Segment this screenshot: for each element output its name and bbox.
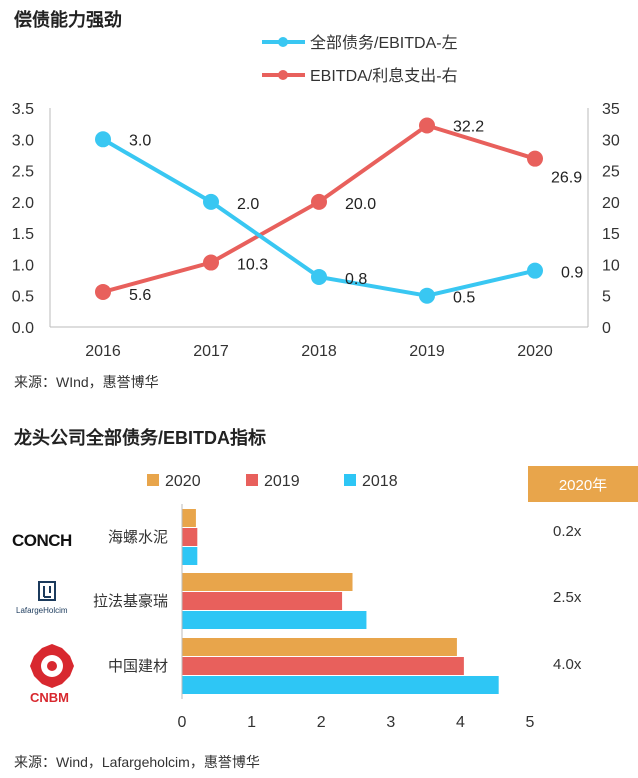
bar-chart-title: 龙头公司全部债务/EBITDA指标 <box>14 428 266 448</box>
bar-2018 <box>182 547 198 565</box>
x-tick-label: 2018 <box>301 343 337 360</box>
bar-2018 <box>182 676 499 694</box>
bar-2020 <box>182 638 457 656</box>
bar-chart: 2020 2019 2018 海螺水泥 0.2x 拉法基豪瑞 2.5x 中国建材 4.0x 0 1 2… <box>93 473 582 731</box>
left-tick-label: 0.5 <box>12 289 34 306</box>
legend-swatch-2018 <box>344 474 356 486</box>
data-point-interest <box>203 254 219 271</box>
value-label-2020: 0.2x <box>553 523 582 540</box>
right-tick-label: 25 <box>602 164 620 181</box>
right-tick-label: 15 <box>602 226 620 243</box>
data-point-interest <box>311 193 327 210</box>
right-tick-label: 35 <box>602 101 620 118</box>
bar-2019 <box>182 657 464 675</box>
data-label-interest: 26.9 <box>551 170 582 187</box>
category-label: 海螺水泥 <box>108 529 168 546</box>
data-point-interest <box>95 283 111 300</box>
year-badge: 2020年 <box>528 466 638 502</box>
legend-swatch-2020 <box>147 474 159 486</box>
bar-2019 <box>182 528 198 546</box>
lafargeholcim-logo: LafargeHolcim <box>14 580 82 625</box>
data-point-debt <box>203 193 219 210</box>
legend-label-2019: 2019 <box>264 473 300 490</box>
line-chart: 0.0 0.5 1.0 1.5 2.0 2.5 3.0 3.5 0 5 10 15 20 25 30 35 20… <box>12 34 620 360</box>
x-tick-label: 5 <box>526 714 535 731</box>
left-tick-label: 2.5 <box>12 164 34 181</box>
right-tick-label: 10 <box>602 257 620 274</box>
data-point-debt <box>419 287 435 304</box>
right-tick-label: 5 <box>602 289 611 306</box>
legend-label-2020: 2020 <box>165 473 201 490</box>
x-tick-label: 2016 <box>85 343 121 360</box>
x-tick-label: 2 <box>317 714 326 731</box>
data-label-debt: 0.5 <box>453 290 475 307</box>
bar-2019 <box>182 592 343 610</box>
legend-swatch-2019 <box>246 474 258 486</box>
data-point-debt <box>527 262 543 279</box>
data-label-interest: 10.3 <box>237 257 268 274</box>
legend-marker-interest <box>278 70 288 80</box>
data-point-interest <box>419 117 435 134</box>
value-label-2020: 4.0x <box>553 656 582 673</box>
data-label-debt: 0.9 <box>561 265 583 282</box>
conch-logo-text: CONCH <box>12 531 72 550</box>
value-label-2020: 2.5x <box>553 589 582 606</box>
data-point-debt <box>95 131 111 148</box>
left-tick-label: 3.5 <box>12 101 34 118</box>
legend-label-2018: 2018 <box>362 473 398 490</box>
data-label-debt: 0.8 <box>345 271 367 288</box>
conch-logo: CONCH <box>10 528 86 555</box>
bar-2018 <box>182 611 367 629</box>
x-tick-label: 2019 <box>409 343 445 360</box>
x-tick-label: 2017 <box>193 343 229 360</box>
lafargeholcim-logo-text: LafargeHolcim <box>16 606 68 615</box>
legend-label-interest: EBITDA/利息支出-右 <box>310 67 458 85</box>
right-tick-label: 30 <box>602 132 620 149</box>
legend-label-debt: 全部债务/EBITDA-左 <box>310 34 458 52</box>
left-tick-label: 3.0 <box>12 132 34 149</box>
category-label: 中国建材 <box>108 658 168 675</box>
x-tick-label: 2020 <box>517 343 553 360</box>
cnbm-logo-text: CNBM <box>30 690 69 705</box>
data-label-debt: 2.0 <box>237 196 259 213</box>
data-label-interest: 32.2 <box>453 119 484 136</box>
category-label: 拉法基豪瑞 <box>93 592 168 610</box>
x-tick-label: 0 <box>178 714 187 731</box>
left-tick-label: 1.0 <box>12 257 34 274</box>
data-label-debt: 3.0 <box>129 132 151 149</box>
line-chart-title: 偿债能力强劲 <box>14 10 122 30</box>
bar-2020 <box>182 509 196 527</box>
x-tick-label: 4 <box>456 714 465 731</box>
right-tick-label: 20 <box>602 195 620 212</box>
left-tick-label: 0.0 <box>12 320 34 337</box>
cnbm-logo: CNBM <box>26 642 82 711</box>
left-tick-label: 2.0 <box>12 195 34 212</box>
right-tick-label: 0 <box>602 320 611 337</box>
bar-chart-source: 来源：Wind，Lafargeholcim，惠誉博华 <box>14 754 260 770</box>
left-tick-label: 1.5 <box>12 226 34 243</box>
data-point-debt <box>311 268 327 285</box>
legend-marker-debt <box>278 37 288 47</box>
x-tick-label: 1 <box>247 714 256 731</box>
data-label-interest: 20.0 <box>345 196 376 213</box>
bar-2020 <box>182 573 353 591</box>
data-label-interest: 5.6 <box>129 287 151 304</box>
data-point-interest <box>527 150 543 167</box>
line-chart-source: 来源：WInd，惠誉博华 <box>14 374 159 390</box>
x-tick-label: 3 <box>386 714 395 731</box>
